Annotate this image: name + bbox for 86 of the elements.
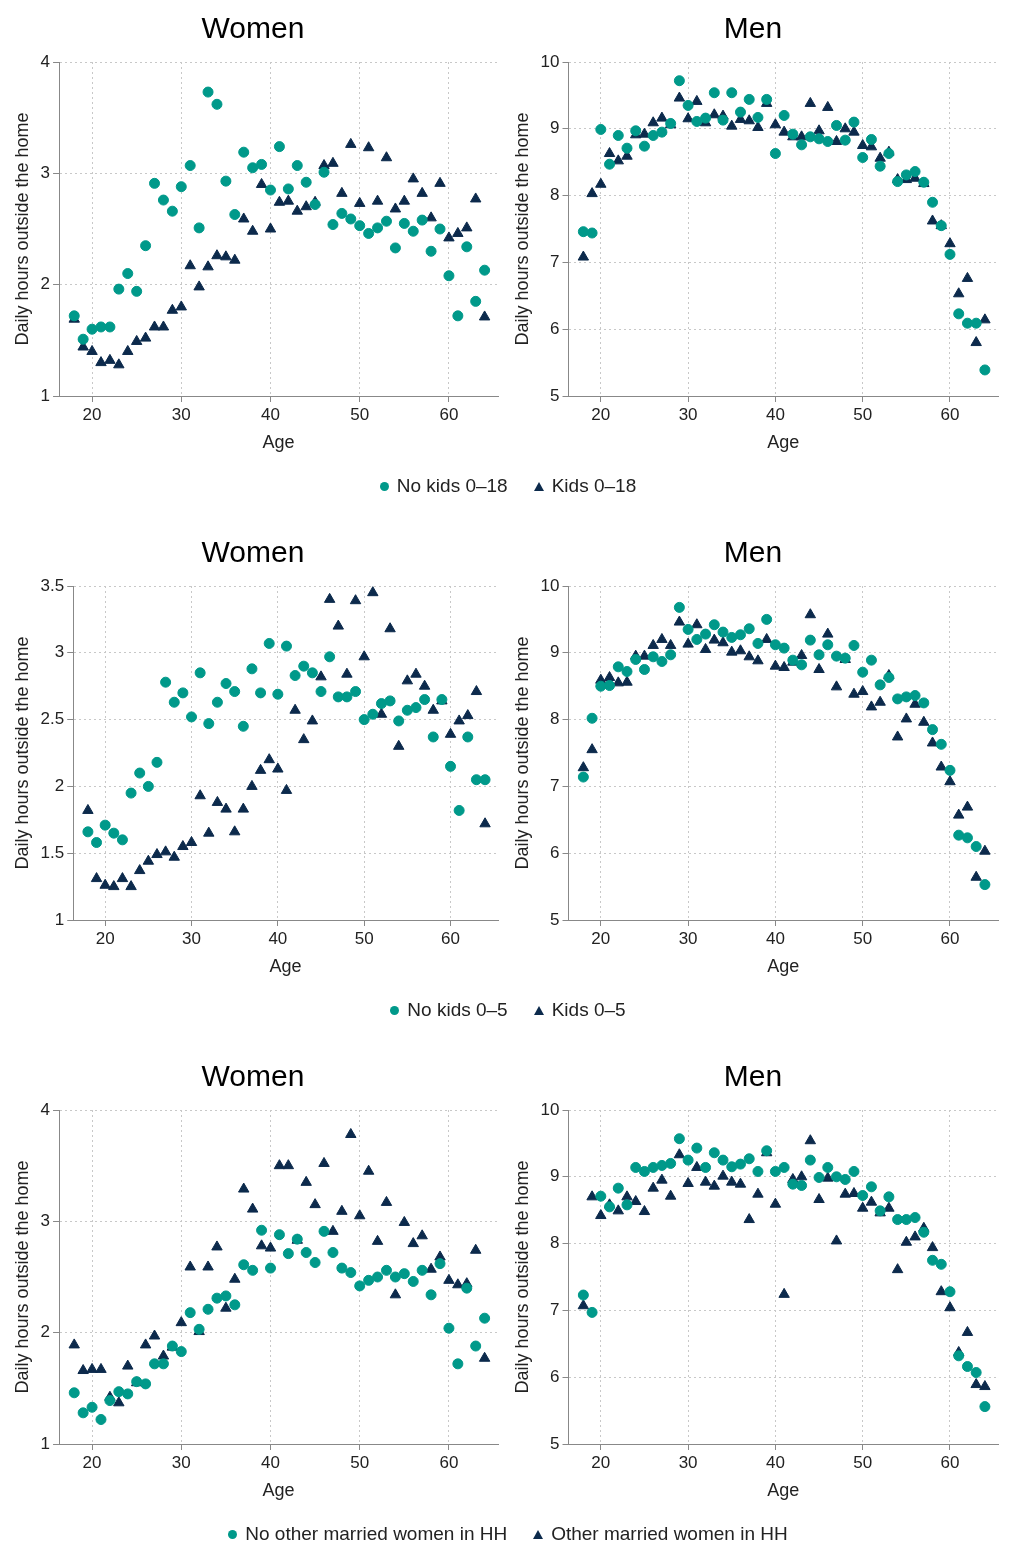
y-axis-title: Daily hours outside the home <box>511 1160 532 1394</box>
x-tick-label: 20 <box>82 404 102 424</box>
y-tick-label: 3.5 <box>40 575 65 595</box>
x-tick-label: 60 <box>441 928 460 948</box>
x-tick-label: 40 <box>765 404 785 424</box>
x-tick-label: 20 <box>82 1452 102 1472</box>
y-tick-label: 7 <box>550 252 560 272</box>
x-tick-label: 30 <box>171 1452 191 1472</box>
x-axis-title: Age <box>262 432 295 453</box>
x-tick-label: 60 <box>940 928 960 948</box>
y-tick-label: 10 <box>540 1099 560 1119</box>
x-tick-label: 60 <box>940 404 960 424</box>
chart-title: Women <box>201 11 305 45</box>
x-axis-title: Age <box>262 1480 295 1501</box>
y-tick-label: 2 <box>54 776 65 796</box>
x-axis-title: Age <box>767 432 800 453</box>
y-tick-label: 6 <box>550 318 560 338</box>
x-tick-label: 60 <box>439 404 459 424</box>
x-tick-label: 30 <box>678 928 698 948</box>
y-tick-label: 6 <box>550 842 560 862</box>
y-tick-label: 7 <box>550 1300 560 1320</box>
x-tick-label: 40 <box>765 928 785 948</box>
y-axis-title: Daily hours outside the home <box>11 636 32 870</box>
x-axis-title: Age <box>767 1480 800 1501</box>
x-tick-label: 50 <box>853 404 873 424</box>
x-tick-label: 20 <box>591 404 611 424</box>
y-tick-label: 10 <box>540 575 560 595</box>
y-tick-label: 1 <box>40 1433 51 1453</box>
legend-label: Other married women in HH <box>551 1523 788 1545</box>
x-tick-label: 60 <box>439 1452 459 1472</box>
x-tick-label: 20 <box>591 1452 611 1472</box>
y-tick-label: 10 <box>540 51 560 71</box>
legend-label: No other married women in HH <box>245 1523 508 1545</box>
x-tick-label: 30 <box>678 1452 698 1472</box>
legend-label: No kids 0–18 <box>396 475 508 497</box>
y-tick-label: 1 <box>54 909 65 929</box>
x-tick-label: 40 <box>765 1452 785 1472</box>
y-tick-label: 9 <box>550 642 560 662</box>
x-tick-label: 40 <box>268 928 288 948</box>
y-tick-label: 2 <box>40 1322 51 1342</box>
y-tick-label: 8 <box>550 185 560 205</box>
y-tick-label: 2 <box>40 274 51 294</box>
chart-title: Women <box>201 535 305 569</box>
y-tick-label: 4 <box>40 1099 51 1119</box>
y-tick-label: 5 <box>550 385 560 405</box>
x-tick-label: 40 <box>261 404 280 424</box>
legend-label: Kids 0–5 <box>551 999 626 1021</box>
legend-label: Kids 0–18 <box>551 475 637 497</box>
chart-title: Men <box>723 535 783 569</box>
x-tick-label: 40 <box>261 1452 280 1472</box>
y-axis-title: Daily hours outside the home <box>11 1160 32 1394</box>
y-tick-label: 3 <box>40 1211 51 1231</box>
x-tick-label: 20 <box>591 928 611 948</box>
y-tick-label: 1 <box>40 385 51 405</box>
x-tick-label: 30 <box>171 404 191 424</box>
y-tick-label: 9 <box>550 1166 560 1186</box>
x-tick-label: 60 <box>940 1452 960 1472</box>
x-tick-label: 50 <box>350 404 370 424</box>
x-tick-label: 50 <box>853 1452 873 1472</box>
chart-title: Men <box>723 11 783 45</box>
legend-label: No kids 0–5 <box>407 999 508 1021</box>
y-tick-label: 4 <box>40 51 51 71</box>
y-tick-label: 3 <box>54 642 65 662</box>
y-tick-label: 5 <box>550 909 560 929</box>
y-tick-label: 7 <box>550 776 560 796</box>
y-tick-label: 5 <box>550 1433 560 1453</box>
y-tick-label: 1.5 <box>40 842 65 862</box>
x-tick-label: 50 <box>853 928 873 948</box>
x-tick-label: 30 <box>182 928 201 948</box>
y-axis-title: Daily hours outside the home <box>511 636 532 870</box>
y-tick-label: 6 <box>550 1366 560 1386</box>
y-tick-label: 8 <box>550 1233 560 1253</box>
x-tick-label: 50 <box>350 1452 370 1472</box>
y-tick-label: 8 <box>550 709 560 729</box>
x-tick-label: 20 <box>95 928 115 948</box>
y-tick-label: 9 <box>550 118 560 138</box>
chart-title: Women <box>201 1059 305 1093</box>
x-axis-title: Age <box>767 956 800 977</box>
y-axis-title: Daily hours outside the home <box>11 112 32 346</box>
y-axis-title: Daily hours outside the home <box>511 112 532 346</box>
x-axis-title: Age <box>269 956 302 977</box>
x-tick-label: 30 <box>678 404 698 424</box>
chart-title: Men <box>723 1059 783 1093</box>
y-tick-label: 2.5 <box>40 709 65 729</box>
x-tick-label: 50 <box>354 928 374 948</box>
y-tick-label: 3 <box>40 163 51 183</box>
